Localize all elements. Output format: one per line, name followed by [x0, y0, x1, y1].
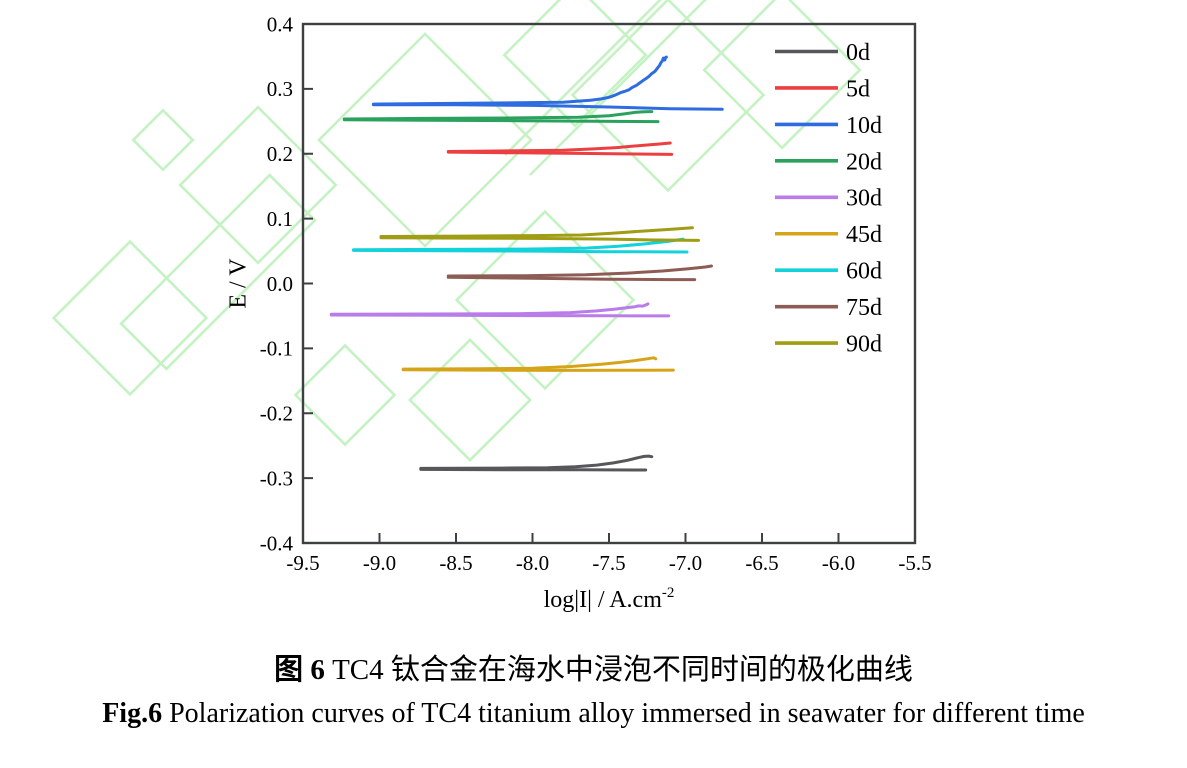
watermark-shape: [119, 173, 317, 371]
x-tick-label: -9.5: [286, 551, 319, 575]
legend-label-60d: 60d: [846, 259, 882, 285]
watermark-shape: [51, 239, 209, 397]
y-tick-label: 0.3: [267, 77, 293, 101]
watermark-shape: [702, 0, 862, 150]
polarization-chart: -9.5 -9.0 -8.5 -8.0 -7.5 -7.0 -6.5 -6.0 -5.5 0.4 0…: [225, 12, 931, 613]
series-line-10d-anodic: [371, 55, 668, 106]
figure-number-zh: 图 6: [274, 654, 325, 686]
y-tick-label: -0.4: [260, 531, 294, 555]
series-line-5d-cathodic: [446, 150, 674, 156]
watermark-shape: [502, 0, 648, 128]
legend-label-45d: 45d: [846, 222, 882, 248]
series-line-30d-anodic: [329, 302, 650, 316]
figure-number-en: Fig.6: [102, 697, 163, 729]
series-line-0d-anodic: [419, 454, 654, 470]
x-tick-label: -6.5: [745, 551, 778, 575]
watermark-shape: [293, 343, 397, 447]
series-line-90d-anodic: [379, 226, 694, 238]
legend-label-0d: 0d: [846, 40, 870, 66]
figure-caption-en: Fig.6 Polarization curves of TC4 titaniu…: [0, 693, 1187, 735]
legend-label-10d: 10d: [846, 113, 882, 139]
x-tick-label: -7.5: [592, 551, 625, 575]
y-tick-label: 0.4: [267, 12, 294, 36]
watermark-shape: [317, 32, 533, 248]
y-tick-label: 0.2: [267, 142, 293, 166]
series-line-60d-anodic: [352, 237, 685, 252]
y-tick-label: -0.2: [260, 402, 293, 426]
y-axis-title: E / V: [225, 258, 251, 309]
series-line-10d-cathodic: [371, 103, 724, 111]
watermark-shape: [504, 0, 662, 156]
legend-label-20d: 20d: [846, 149, 882, 175]
series-line-5d-anodic: [446, 141, 672, 153]
watermark-shape: [570, 0, 766, 193]
figure-caption-en-text: Polarization curves of TC4 titanium allo…: [162, 697, 1085, 729]
x-tick-label: -8.5: [439, 551, 472, 575]
series-line-75d-cathodic: [446, 275, 697, 282]
x-axis-title: log|I| / A.cm-2: [544, 585, 675, 613]
y-tick-label: -0.1: [260, 337, 293, 361]
series-line-45d-anodic: [401, 356, 658, 371]
x-tick-label: -7.0: [669, 551, 702, 575]
legend-label-75d: 75d: [846, 295, 882, 321]
watermark-shape: [454, 209, 636, 391]
series-line-90d-cathodic: [379, 236, 700, 242]
y-tick-label: -0.3: [260, 466, 293, 490]
figure-caption-zh: 图 6 TC4 钛合金在海水中浸泡不同时间的极化曲线: [0, 648, 1187, 693]
legend-label-30d: 30d: [846, 186, 882, 212]
y-tick-label: 0.0: [267, 272, 293, 296]
x-tick-label: -9.0: [363, 551, 396, 575]
watermark-shape: [178, 105, 338, 265]
plot-frame: [301, 22, 917, 545]
x-tick-label: -5.5: [898, 551, 931, 575]
watermark-shape: [131, 108, 195, 172]
legend-label-90d: 90d: [846, 332, 882, 358]
x-tick-label: -8.0: [516, 551, 549, 575]
figure-caption-zh-text: TC4 钛合金在海水中浸泡不同时间的极化曲线: [324, 654, 913, 686]
legend-label-5d: 5d: [846, 76, 870, 102]
x-tick-label: -6.0: [822, 551, 855, 575]
series-line-75d-anodic: [446, 264, 713, 278]
watermark-shape: [529, 0, 707, 176]
y-tick-label: 0.1: [267, 207, 293, 231]
figure-captions: 图 6 TC4 钛合金在海水中浸泡不同时间的极化曲线 Fig.6 Polariz…: [0, 648, 1187, 735]
series-line-20d-anodic: [342, 110, 654, 121]
